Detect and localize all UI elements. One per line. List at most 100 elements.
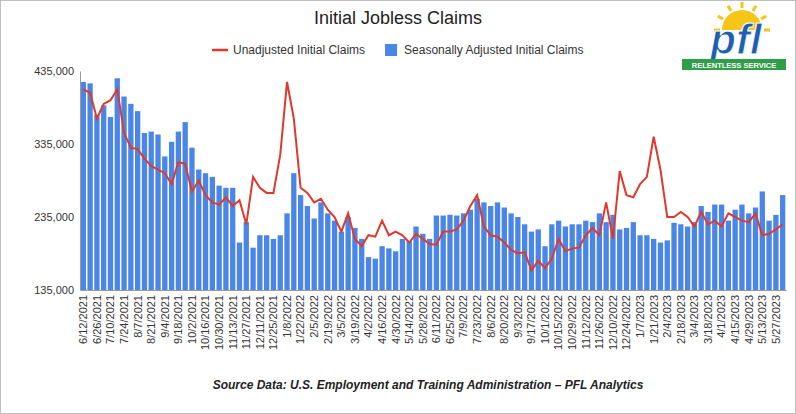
bar: [393, 251, 398, 290]
x-tick-label: 12/25/2021: [267, 295, 279, 350]
line: [83, 82, 782, 270]
bar: [617, 229, 622, 290]
x-tick: 10/30/2021: [213, 295, 225, 350]
x-tick: 12/10/2022: [607, 295, 619, 350]
logo-ray: [761, 16, 766, 19]
x-tick: 2/5/2022: [308, 295, 320, 338]
bar: [400, 239, 405, 290]
bar: [345, 217, 350, 290]
bar: [339, 232, 344, 290]
x-tick: 9/18/2021: [172, 295, 184, 344]
x-tick: 8/6/2022: [485, 295, 497, 338]
x-tick: 10/1/2022: [539, 295, 551, 344]
x-tick-label: 3/19/2022: [349, 295, 361, 344]
x-tick: 5/13/2023: [756, 295, 768, 344]
bar: [325, 213, 330, 290]
x-tick: 2/19/2022: [322, 295, 334, 344]
x-tick-label: 11/12/2022: [580, 295, 592, 349]
x-tick-label: 12/24/2022: [620, 295, 632, 350]
plot: 135,000235,000335,000435,0006/12/20216/2…: [34, 65, 786, 350]
x-tick: 12/11/2021: [254, 295, 266, 349]
legend-item: Unadjusted Initial Claims: [212, 43, 365, 57]
x-axis-line: [81, 290, 787, 291]
x-tick: 1/22/2022: [294, 295, 306, 344]
bar: [271, 239, 276, 290]
x-tick-label: 1/22/2022: [294, 295, 306, 344]
bar: [699, 206, 704, 290]
x-tick: 5/28/2022: [417, 295, 429, 344]
bar: [87, 83, 92, 290]
logo-tagline: RELENTLESS SERVICE: [692, 61, 776, 70]
x-tick-label: 2/19/2022: [322, 295, 334, 344]
x-tick: 12/24/2022: [620, 295, 632, 350]
x-tick: 3/4/2023: [688, 295, 700, 338]
bar: [379, 246, 384, 290]
bar: [223, 188, 228, 290]
x-tick-label: 7/9/2022: [457, 295, 469, 338]
x-tick-label: 1/21/2023: [648, 295, 660, 344]
x-tick-label: 5/28/2022: [417, 295, 429, 344]
x-tick: 10/16/2021: [199, 295, 211, 350]
bar: [468, 210, 473, 290]
bar: [563, 226, 568, 290]
bar: [128, 104, 133, 290]
x-tick-label: 10/15/2022: [552, 295, 564, 350]
x-tick: 9/3/2022: [512, 295, 524, 338]
bar: [244, 222, 249, 290]
bar: [712, 205, 717, 290]
x-tick: 11/26/2022: [593, 295, 605, 349]
x-tick: 5/27/2023: [770, 295, 782, 344]
bar: [603, 222, 608, 290]
chart: Initial Jobless ClaimsUnadjusted Initial…: [0, 0, 796, 414]
bar: [81, 82, 86, 290]
x-tick-label: 5/14/2022: [403, 295, 415, 344]
legend-label: Seasonally Adjusted Initial Claims: [404, 43, 583, 57]
x-tick-label: 5/27/2023: [770, 295, 782, 344]
bar: [427, 239, 432, 290]
y-tick-label: 435,000: [34, 65, 74, 77]
x-tick-label: 6/11/2022: [430, 295, 442, 343]
bar: [461, 213, 466, 290]
bar: [644, 235, 649, 290]
x-tick-label: 1/8/2022: [281, 295, 293, 338]
x-tick-label: 12/11/2021: [254, 295, 266, 349]
bar: [678, 224, 683, 290]
bar: [135, 111, 140, 290]
bar: [624, 228, 629, 290]
x-tick-label: 2/4/2023: [661, 295, 673, 338]
bar: [169, 142, 174, 290]
x-tick: 5/14/2022: [403, 295, 415, 344]
bar: [291, 173, 296, 290]
y-tick: 235,000: [34, 211, 80, 223]
bar: [719, 205, 724, 290]
bar: [264, 235, 269, 290]
x-tick-label: 4/16/2022: [376, 295, 388, 344]
x-tick: 7/10/2021: [104, 295, 116, 344]
x-tick: 1/8/2022: [281, 295, 293, 338]
bar: [318, 202, 323, 290]
logo-text: pfl: [709, 16, 763, 63]
x-tick-label: 3/4/2023: [688, 295, 700, 338]
x-tick-label: 7/23/2022: [471, 295, 483, 344]
bar: [149, 132, 154, 290]
x-tick: 4/16/2022: [376, 295, 388, 344]
x-tick: 3/5/2022: [335, 295, 347, 338]
bar: [637, 235, 642, 290]
logo-ray: [728, 6, 731, 11]
x-tick-label: 6/12/2021: [77, 295, 89, 344]
x-tick-label: 8/6/2022: [485, 295, 497, 338]
x-tick: 1/7/2023: [634, 295, 646, 338]
bar: [583, 221, 588, 290]
bar: [332, 221, 337, 290]
source-note: Source Data: U.S. Employment and Trainin…: [213, 378, 644, 392]
x-tick: 4/2/2022: [362, 295, 374, 338]
x-tick: 10/2/2021: [186, 295, 198, 344]
x-tick-label: 11/26/2022: [593, 295, 605, 349]
x-tick: 8/7/2021: [131, 295, 143, 338]
x-tick-label: 8/20/2022: [498, 295, 510, 344]
x-tick: 2/18/2023: [675, 295, 687, 344]
bar: [101, 105, 106, 290]
bar: [298, 195, 303, 290]
logo-ray: [764, 29, 770, 32]
bar: [766, 221, 771, 290]
